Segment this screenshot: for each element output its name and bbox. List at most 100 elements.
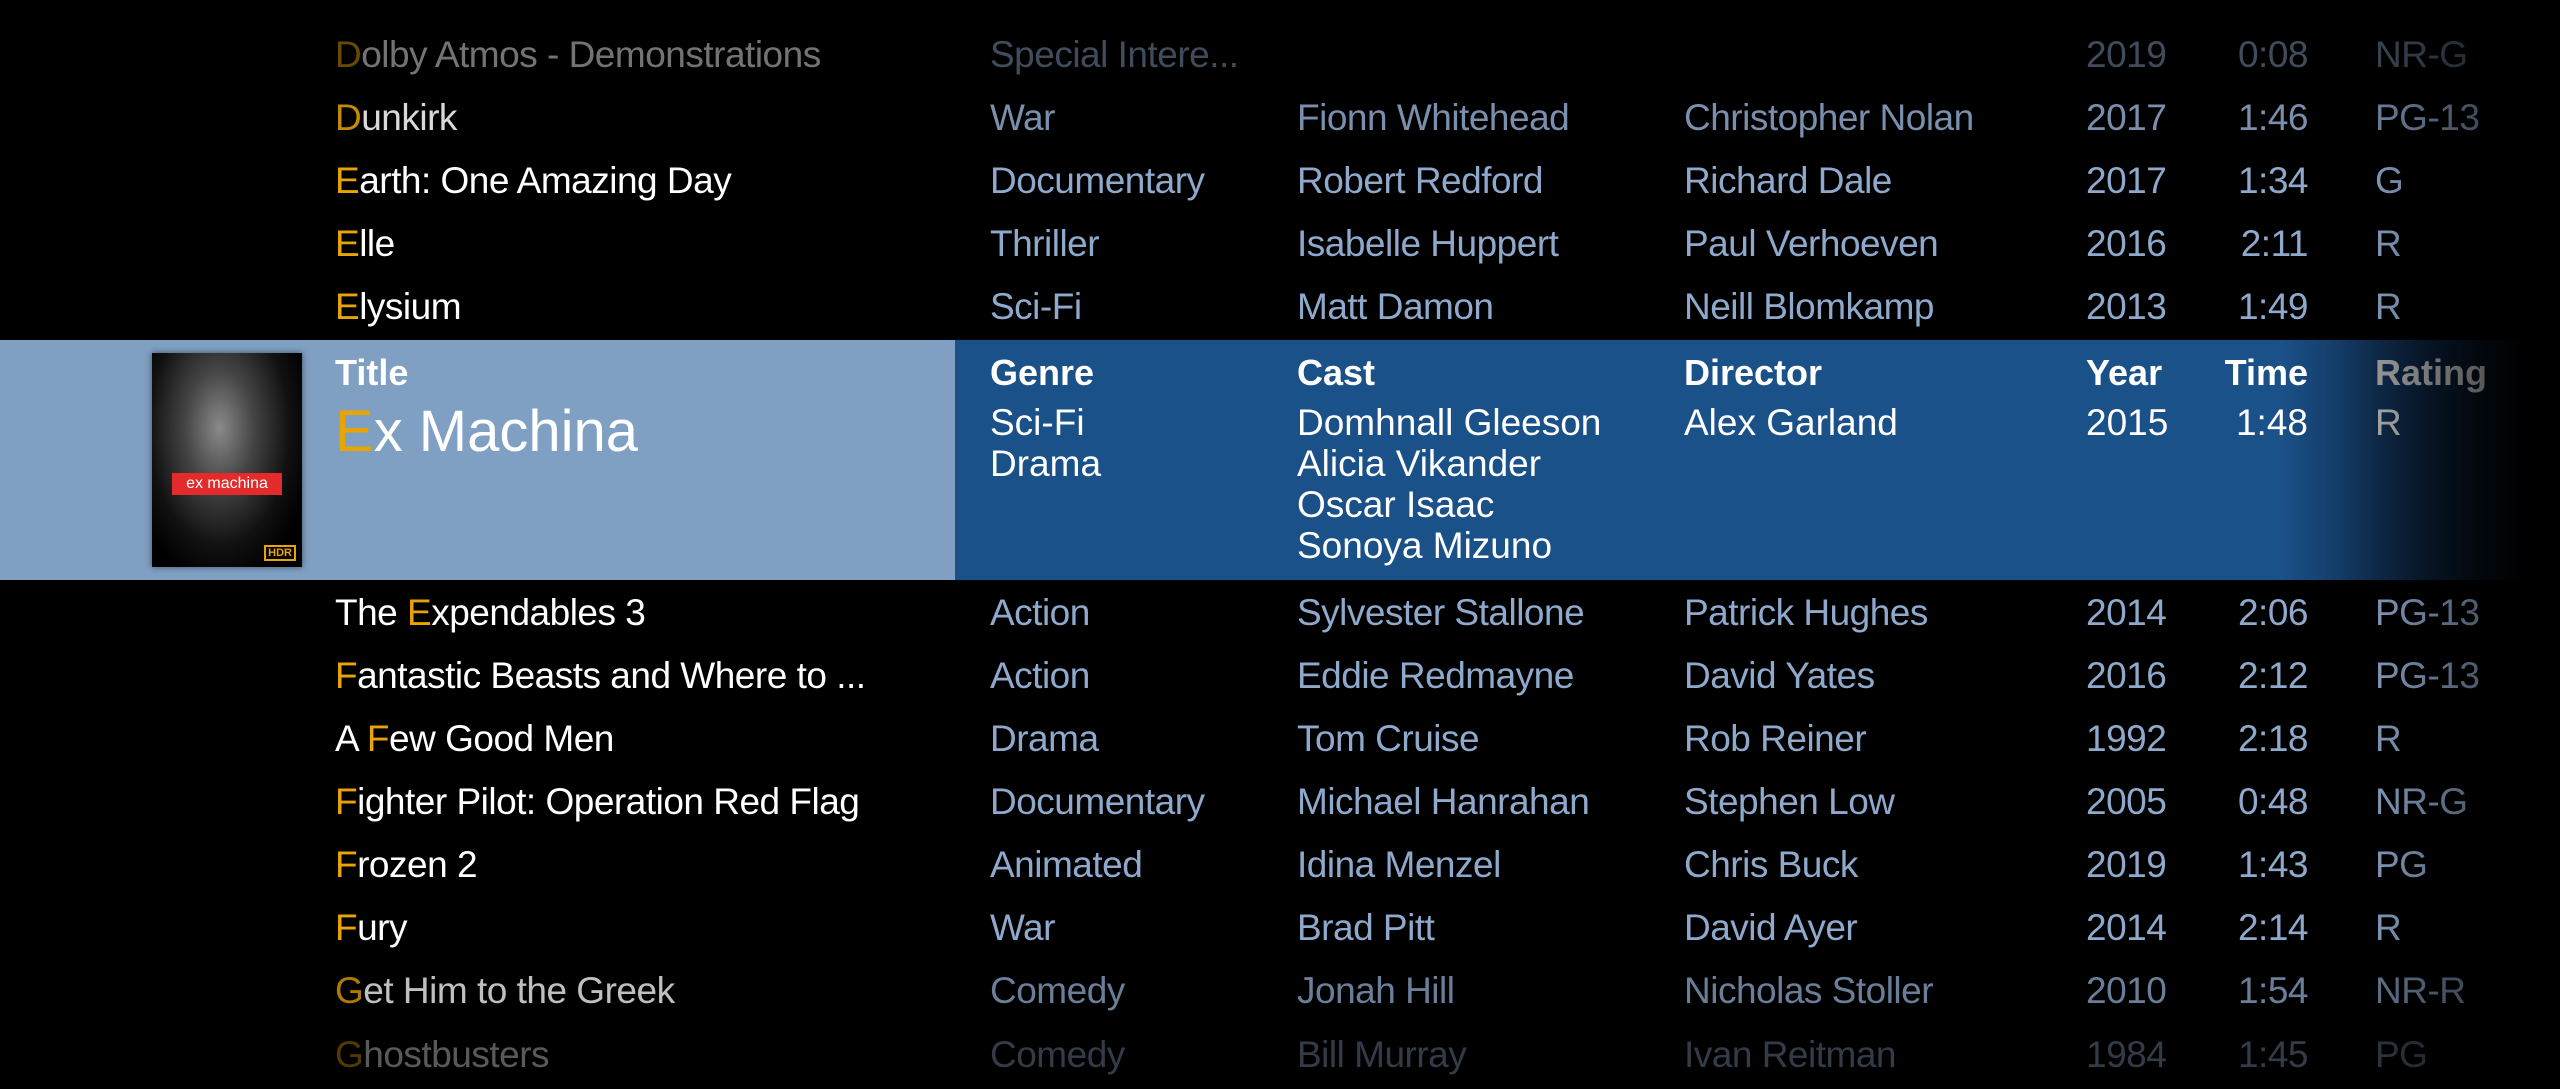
header-year: Year	[2086, 352, 2163, 393]
hdr-badge: HDR	[264, 545, 296, 561]
movie-title: Fantastic Beasts and Where to ...	[335, 655, 866, 696]
movie-time: 1:54	[2237, 970, 2309, 1011]
movie-director: Paul Verhoeven	[1684, 223, 1939, 264]
movie-cast: Sylvester Stallone	[1297, 592, 1585, 633]
movie-cast: Matt Damon	[1297, 286, 1494, 327]
selected-genres: Sci-Fi Drama	[990, 402, 1102, 484]
movie-row[interactable]: Elle Thriller Isabelle Huppert Paul Verhoev…	[0, 213, 2560, 276]
movie-row[interactable]: A Few Good Men Drama Tom Cruise Rob Reiner 1…	[0, 708, 2560, 771]
movie-time: 1:43	[2237, 844, 2309, 885]
movie-row[interactable]: Frozen 2 Animated Idina Menzel Chris Buck 20…	[0, 834, 2560, 897]
movie-genre: Drama	[990, 718, 1099, 759]
movie-rating: NR-G	[2375, 34, 2468, 75]
header-title: Title	[335, 352, 409, 393]
movie-row[interactable]: Earth: One Amazing Day Documentary Robert …	[0, 150, 2560, 213]
movie-time: 2:14	[2237, 907, 2309, 948]
movie-title: Dolby Atmos - Demonstrations	[335, 34, 821, 75]
header-genre: Genre	[990, 352, 1095, 393]
movie-title: Dunkirk	[335, 97, 457, 138]
movie-title: Ghostbusters	[335, 1034, 550, 1075]
movie-row[interactable]: Elysium Sci-Fi Matt Damon Neill Blomkamp 201…	[0, 276, 2560, 339]
movie-director: Richard Dale	[1684, 160, 1892, 201]
movie-title: Get Him to the Greek	[335, 970, 675, 1011]
movie-year: 2016	[2086, 223, 2167, 264]
movie-genre: Action	[990, 655, 1090, 696]
movie-time: 1:45	[2237, 1034, 2309, 1075]
movie-cast: Isabelle Huppert	[1297, 223, 1559, 264]
movie-genre: War	[990, 97, 1055, 138]
movie-director: Neill Blomkamp	[1684, 286, 1935, 327]
movie-time: 1:46	[2237, 97, 2309, 138]
movie-director: Stephen Low	[1684, 781, 1895, 822]
movie-row[interactable]: Fury War Brad Pitt David Ayer 2014 2:14 R	[0, 897, 2560, 960]
selected-title: Ex Machina	[335, 399, 639, 464]
movie-rating: G	[2375, 160, 2404, 201]
selected-director: Alex Garland	[1684, 402, 1898, 443]
movie-rating: PG-13	[2375, 655, 2480, 696]
movie-time: 0:08	[2237, 34, 2309, 75]
movie-director: Patrick Hughes	[1684, 592, 1928, 633]
movie-rating: PG	[2375, 844, 2428, 885]
movie-rating: PG-13	[2375, 97, 2480, 138]
movie-time: 2:06	[2237, 592, 2309, 633]
selected-movie-row[interactable]: ex machina HDR Title Ex Machina Genre Sc…	[0, 340, 2560, 580]
header-cast: Cast	[1297, 352, 1376, 393]
selected-rating: R	[2375, 402, 2402, 443]
movie-time: 1:34	[2237, 160, 2309, 201]
movie-row[interactable]: Fighter Pilot: Operation Red Flag Documen…	[0, 771, 2560, 834]
movie-row[interactable]: Get Him to the Greek Comedy Jonah Hill Nich…	[0, 960, 2560, 1023]
movie-year: 1992	[2086, 718, 2167, 759]
movie-genre: Comedy	[990, 1034, 1125, 1075]
selected-time: 1:48	[2235, 402, 2308, 443]
movie-rating: R	[2375, 223, 2402, 264]
movie-cast: Michael Hanrahan	[1297, 781, 1590, 822]
header-time: Time	[2224, 352, 2308, 393]
movie-year: 2016	[2086, 655, 2167, 696]
movie-year: 1984	[2086, 1034, 2167, 1075]
movie-title: Elysium	[335, 286, 462, 327]
selected-cast: Domhnall Gleeson Alicia Vikander Oscar Isa…	[1297, 402, 1602, 566]
movie-time: 2:12	[2237, 655, 2309, 696]
movie-title: A Few Good Men	[335, 718, 614, 759]
movie-year: 2013	[2086, 286, 2167, 327]
movie-row[interactable]: The Expendables 3 Action Sylvester Stallon…	[0, 582, 2560, 645]
movie-rating: NR-R	[2375, 970, 2466, 1011]
movie-rating: R	[2375, 286, 2402, 327]
movie-year: 2014	[2086, 907, 2167, 948]
movie-director: David Ayer	[1684, 907, 1858, 948]
movie-director: Nicholas Stoller	[1684, 970, 1934, 1011]
movie-genre: War	[990, 907, 1055, 948]
movie-director: David Yates	[1684, 655, 1875, 696]
movie-genre: Thriller	[990, 223, 1100, 264]
movie-poster: ex machina HDR	[152, 353, 302, 567]
movie-cast: Eddie Redmayne	[1297, 655, 1574, 696]
header-director: Director	[1684, 352, 1823, 393]
movie-rating: R	[2375, 907, 2402, 948]
movie-title: Earth: One Amazing Day	[335, 160, 732, 201]
movie-director: Ivan Reitman	[1684, 1034, 1897, 1075]
poster-logo: ex machina	[172, 473, 282, 495]
movie-cast: Tom Cruise	[1297, 718, 1480, 759]
movie-row[interactable]: Ghostbusters Comedy Bill Murray Ivan Reitma…	[0, 1024, 2560, 1087]
movie-cast: Bill Murray	[1297, 1034, 1467, 1075]
movie-time: 0:48	[2237, 781, 2309, 822]
movie-rating: PG-13	[2375, 592, 2480, 633]
movie-rating: NR-G	[2375, 781, 2468, 822]
movie-year: 2014	[2086, 592, 2167, 633]
movie-row[interactable]: Fantastic Beasts and Where to ... Action E…	[0, 645, 2560, 708]
movie-director: Christopher Nolan	[1684, 97, 1974, 138]
movie-title: Fury	[335, 907, 408, 948]
movie-row[interactable]: Dunkirk War Fionn Whitehead Christopher Nol…	[0, 87, 2560, 150]
movie-genre: Special Intere...	[990, 34, 1239, 75]
movie-year: 2019	[2086, 844, 2167, 885]
movie-row[interactable]: Dolby Atmos - Demonstrations Special Inte…	[0, 24, 2560, 87]
header-rating: Rating	[2375, 352, 2487, 393]
movie-year: 2017	[2086, 97, 2167, 138]
movie-title: The Expendables 3	[335, 592, 646, 633]
movie-cast: Brad Pitt	[1297, 907, 1435, 948]
movie-time: 2:18	[2237, 718, 2309, 759]
movie-director: Chris Buck	[1684, 844, 1858, 885]
movie-genre: Animated	[990, 844, 1143, 885]
movie-genre: Documentary	[990, 781, 1205, 822]
movie-year: 2010	[2086, 970, 2167, 1011]
